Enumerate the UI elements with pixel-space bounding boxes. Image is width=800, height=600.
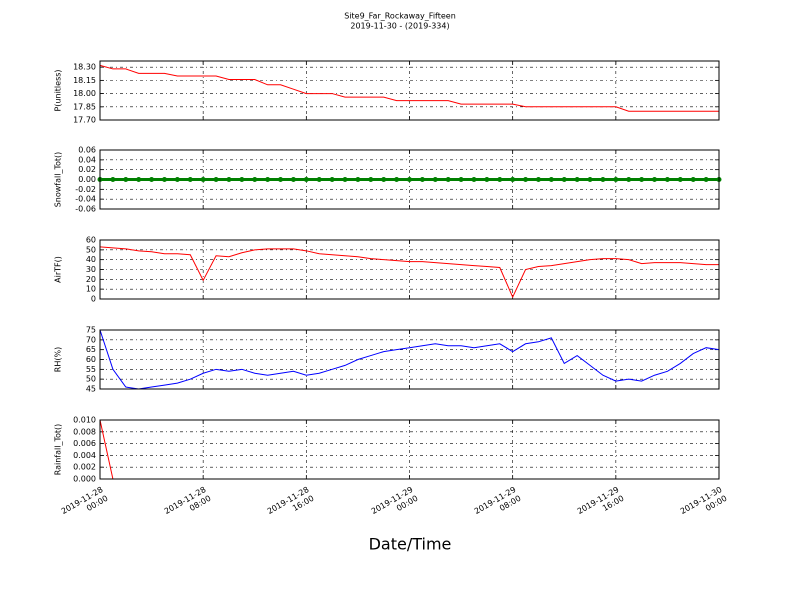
y-tick-label: -0.02 [75, 185, 96, 194]
y-tick-label: 20 [86, 275, 96, 284]
data-marker [407, 177, 412, 182]
data-marker [458, 177, 464, 182]
data-marker [471, 177, 477, 182]
data-marker [316, 177, 322, 182]
y-tick-label: 18.15 [73, 76, 96, 85]
data-marker [342, 177, 348, 182]
data-marker [535, 177, 541, 182]
data-marker [213, 177, 219, 182]
y-tick-label: 0.002 [73, 463, 96, 472]
y-tick-label: 75 [86, 326, 96, 335]
chart-title: Site9_Far_Rockaway_Fifteen [344, 12, 456, 21]
y-tick-label: 45 [86, 385, 96, 394]
y-tick-label: 10 [86, 285, 96, 294]
data-marker [613, 177, 619, 182]
data-marker [187, 177, 193, 182]
data-marker [174, 177, 180, 182]
axes-frame [99, 329, 720, 390]
y-axis-label: Snowfall_Tot() [54, 152, 63, 208]
data-marker [200, 177, 206, 182]
y-tick-label: 0.006 [73, 439, 96, 448]
y-tick-label: 40 [86, 255, 96, 264]
data-marker [149, 177, 155, 182]
data-marker [639, 177, 645, 182]
data-marker [600, 177, 606, 182]
y-tick-label: 0.06 [78, 146, 96, 155]
data-marker [265, 177, 271, 182]
y-tick-label: -0.04 [75, 195, 96, 204]
data-marker [290, 177, 296, 182]
data-marker [123, 177, 129, 182]
y-tick-label: 0.00 [78, 175, 96, 184]
y-axis-label: AirTF() [54, 256, 63, 283]
y-tick-label: 0.000 [73, 475, 96, 484]
data-marker [664, 177, 670, 182]
data-marker [574, 177, 580, 182]
y-tick-label: -0.06 [75, 205, 96, 214]
y-tick-label: 60 [86, 236, 96, 245]
y-tick-label: 18.30 [73, 63, 96, 72]
y-tick-label: 60 [86, 355, 96, 364]
y-axis-label: RH(%) [54, 347, 63, 372]
data-marker [136, 177, 142, 182]
data-marker [329, 177, 335, 182]
axes-frame [99, 60, 720, 121]
data-marker [355, 177, 361, 182]
y-tick-label: 50 [86, 375, 96, 384]
data-marker [394, 177, 400, 182]
data-marker [548, 177, 554, 182]
x-axis-label: Date/Time [369, 535, 452, 554]
axes-frame [99, 239, 720, 300]
data-line [99, 64, 719, 112]
y-tick-label: 65 [86, 345, 96, 354]
y-tick-label: 0.04 [78, 155, 96, 164]
data-marker [561, 177, 567, 182]
data-marker [252, 177, 258, 182]
data-marker [381, 177, 387, 182]
y-axis-label: Rainfall_Tot() [54, 424, 63, 476]
data-marker [110, 177, 116, 182]
y-tick-label: 55 [86, 365, 96, 374]
data-marker [510, 177, 516, 182]
y-axis-label: P(unitless) [54, 69, 63, 111]
y-tick-label: 0.008 [73, 427, 96, 436]
data-marker [484, 177, 490, 182]
y-tick-label: 18.00 [73, 89, 96, 98]
data-marker [239, 177, 245, 182]
data-line [99, 246, 719, 299]
data-marker [368, 177, 374, 182]
data-marker [226, 177, 232, 182]
y-tick-label: 0.010 [73, 416, 96, 425]
data-marker [677, 177, 683, 182]
data-marker [419, 177, 425, 182]
data-marker [303, 177, 309, 182]
y-tick-label: 50 [86, 245, 96, 254]
data-marker [445, 177, 451, 182]
y-tick-label: 17.85 [73, 102, 96, 111]
y-tick-label: 17.70 [73, 116, 96, 125]
axes-frame [99, 149, 720, 210]
data-marker [278, 177, 284, 182]
y-tick-label: 70 [86, 335, 96, 344]
data-marker [497, 177, 503, 182]
data-marker [703, 177, 709, 182]
data-marker [587, 177, 593, 182]
y-tick-label: 0.02 [78, 165, 96, 174]
axes-frame [99, 419, 720, 480]
data-marker [652, 177, 658, 182]
data-marker [523, 177, 529, 182]
data-marker [161, 177, 167, 182]
y-tick-label: 0 [91, 295, 96, 304]
y-tick-label: 30 [86, 265, 96, 274]
data-marker [626, 177, 632, 182]
chart-subtitle: 2019-11-30 - (2019-334) [350, 22, 449, 31]
data-line [99, 329, 720, 390]
data-marker [690, 177, 696, 182]
y-tick-label: 0.004 [73, 451, 96, 460]
data-marker [432, 177, 438, 182]
